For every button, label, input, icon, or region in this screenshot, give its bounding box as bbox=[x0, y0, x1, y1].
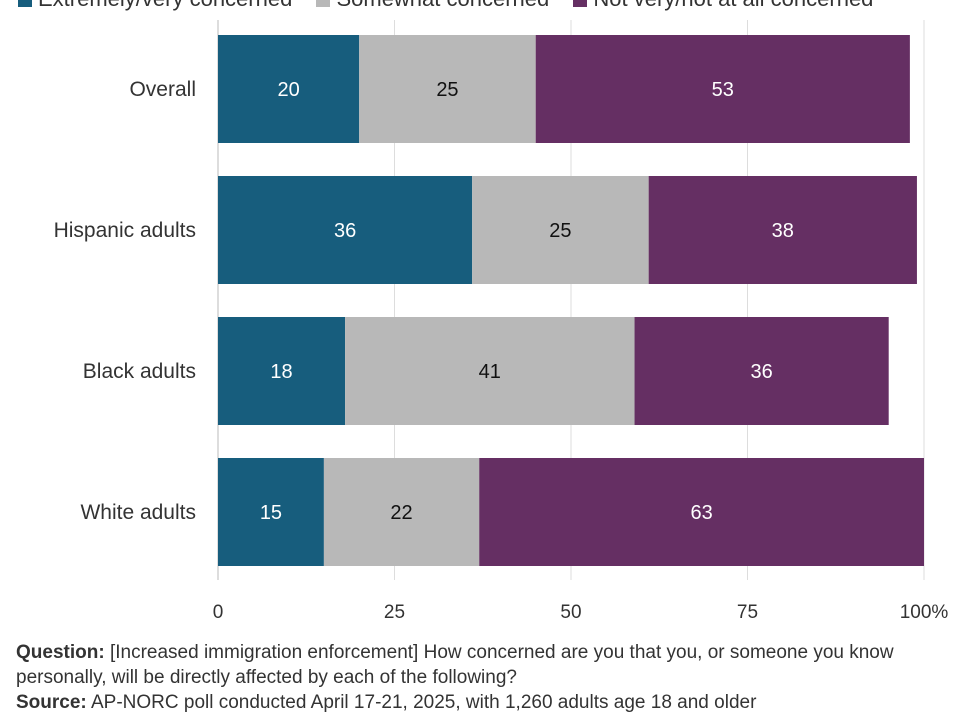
data-label-hispanic-adults-extremely-very-concerned: 36 bbox=[334, 220, 356, 242]
data-label-black-adults-extremely-very-concerned: 18 bbox=[270, 361, 292, 383]
bar-black-adults-not-very-not-at-all-concerned bbox=[634, 317, 889, 425]
x-axis-ticks: 0 25 50 75 100% bbox=[213, 602, 949, 623]
data-label-hispanic-adults-somewhat-concerned: 25 bbox=[549, 220, 571, 242]
source-label: Source: bbox=[16, 692, 87, 713]
category-label-white-adults: White adults bbox=[80, 501, 196, 524]
chart-legend: Extremely/very concerned Somewhat concer… bbox=[0, 0, 980, 14]
data-label-black-adults-somewhat-concerned: 41 bbox=[479, 361, 501, 383]
question-note: Question: [Increased immigration enforce… bbox=[16, 640, 971, 690]
bar-hispanic-adults-extremely-very-concerned bbox=[218, 176, 473, 284]
bar-black-adults-extremely-very-concerned bbox=[218, 317, 346, 425]
data-label-white-adults-not-very-not-at-all-concerned: 63 bbox=[690, 502, 712, 524]
bar-hispanic-adults-somewhat-concerned bbox=[472, 176, 649, 284]
x-tick-label-50: 50 bbox=[560, 602, 581, 623]
bars: 20 25 53 36 25 38 18 41 36 15 22 63 bbox=[218, 35, 924, 566]
data-label-white-adults-extremely-very-concerned: 15 bbox=[260, 502, 282, 524]
bar-black-adults-somewhat-concerned bbox=[345, 317, 635, 425]
bar-white-adults-extremely-very-concerned bbox=[218, 458, 324, 566]
data-label-black-adults-not-very-not-at-all-concerned: 36 bbox=[750, 361, 772, 383]
bar-white-adults-somewhat-concerned bbox=[323, 458, 480, 566]
legend-swatch-not-very bbox=[573, 0, 588, 8]
x-tick-label-0: 0 bbox=[213, 602, 224, 623]
data-label-overall-somewhat-concerned: 25 bbox=[436, 79, 458, 101]
data-label-white-adults-somewhat-concerned: 22 bbox=[390, 502, 412, 524]
legend-swatch-extremely-very bbox=[18, 0, 32, 8]
bar-overall-somewhat-concerned bbox=[359, 35, 536, 143]
legend-item-not-very: Not very/not at all concerned bbox=[573, 0, 873, 12]
category-label-black-adults: Black adults bbox=[83, 360, 196, 383]
legend-label-not-very: Not very/not at all concerned bbox=[593, 0, 873, 11]
x-tick-label-75: 75 bbox=[737, 602, 758, 623]
bar-overall-not-very-not-at-all-concerned bbox=[535, 35, 910, 143]
legend-item-somewhat: Somewhat concerned bbox=[316, 0, 549, 12]
category-label-overall: Overall bbox=[129, 78, 196, 101]
bar-overall-extremely-very-concerned bbox=[218, 35, 360, 143]
source-text: AP-NORC poll conducted April 17-21, 2025… bbox=[90, 692, 757, 713]
legend-item-extremely-very: Extremely/very concerned bbox=[18, 0, 292, 12]
legend-swatch-somewhat bbox=[316, 0, 331, 8]
data-label-hispanic-adults-not-very-not-at-all-concerned: 38 bbox=[772, 220, 794, 242]
x-tick-label-100: 100% bbox=[900, 602, 949, 623]
category-label-hispanic-adults: Hispanic adults bbox=[54, 219, 196, 242]
data-label-overall-extremely-very-concerned: 20 bbox=[277, 79, 299, 101]
legend-label-extremely-very: Extremely/very concerned bbox=[38, 0, 292, 11]
stacked-bar-chart: 20 25 53 36 25 38 18 41 36 15 22 63 Overall Hispanic… bbox=[54, 20, 949, 623]
question-text: [Increased immigration enforcement] How … bbox=[16, 642, 894, 688]
bar-hispanic-adults-not-very-not-at-all-concerned bbox=[648, 176, 917, 284]
bar-white-adults-not-very-not-at-all-concerned bbox=[479, 458, 924, 566]
category-labels: Overall Hispanic adults Black adults White … bbox=[54, 78, 196, 524]
source-note: Source: AP-NORC poll conducted April 17-… bbox=[16, 690, 971, 715]
x-tick-label-25: 25 bbox=[384, 602, 405, 623]
data-label-overall-not-very-not-at-all-concerned: 53 bbox=[712, 79, 734, 101]
chart-footnote: Question: [Increased immigration enforce… bbox=[16, 640, 971, 715]
legend-label-somewhat: Somewhat concerned bbox=[336, 0, 549, 11]
question-label: Question: bbox=[16, 642, 105, 663]
